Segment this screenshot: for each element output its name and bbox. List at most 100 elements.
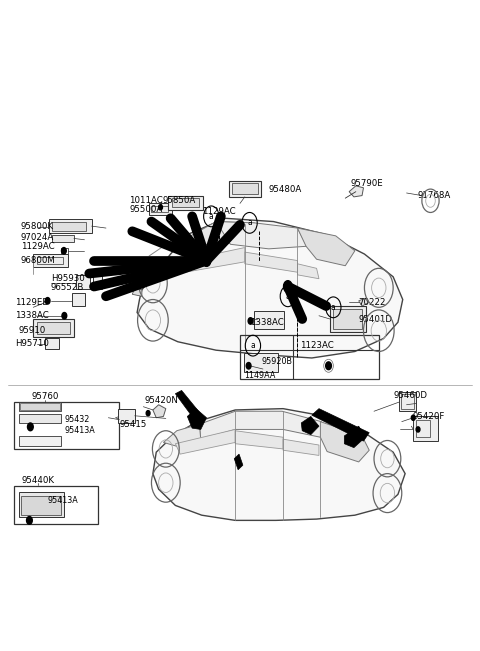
Bar: [401, 395, 414, 409]
Text: 95401D: 95401D: [359, 314, 393, 324]
Polygon shape: [153, 405, 166, 418]
Polygon shape: [312, 409, 369, 441]
Bar: [21, 496, 61, 514]
Bar: [240, 335, 379, 379]
Polygon shape: [137, 218, 403, 358]
Polygon shape: [245, 252, 298, 272]
Bar: [72, 293, 85, 306]
Bar: [19, 492, 64, 517]
Text: 95480A: 95480A: [269, 185, 302, 193]
Polygon shape: [163, 424, 201, 448]
Bar: [330, 306, 366, 332]
Circle shape: [411, 415, 415, 421]
Bar: [118, 409, 135, 423]
Text: 1129EE: 1129EE: [15, 298, 48, 307]
Polygon shape: [321, 422, 369, 462]
Bar: [52, 234, 74, 242]
Bar: [48, 219, 92, 233]
Text: 95460D: 95460D: [393, 391, 427, 400]
Bar: [76, 275, 90, 289]
Circle shape: [248, 318, 253, 324]
Bar: [416, 421, 431, 437]
Polygon shape: [178, 247, 245, 272]
Bar: [93, 275, 102, 289]
Circle shape: [27, 423, 33, 431]
Polygon shape: [235, 431, 283, 449]
Polygon shape: [187, 409, 206, 430]
Polygon shape: [175, 430, 235, 454]
Bar: [244, 353, 278, 372]
Bar: [171, 198, 199, 207]
Text: a: a: [251, 341, 255, 350]
Bar: [45, 339, 59, 349]
Text: 95432: 95432: [64, 415, 90, 424]
Bar: [33, 254, 68, 267]
Circle shape: [26, 516, 32, 524]
Polygon shape: [153, 409, 405, 520]
Text: a: a: [247, 218, 252, 227]
Text: a: a: [286, 292, 290, 301]
Text: 95850A: 95850A: [162, 195, 196, 204]
Circle shape: [61, 247, 66, 254]
Polygon shape: [234, 454, 243, 470]
Text: 95420N: 95420N: [144, 396, 178, 405]
Circle shape: [284, 281, 292, 292]
Text: 95500A: 95500A: [130, 205, 163, 214]
Text: 96800M: 96800M: [21, 256, 56, 265]
Bar: [60, 247, 68, 254]
Text: 96552B: 96552B: [51, 283, 84, 292]
Bar: [14, 486, 98, 523]
Polygon shape: [175, 391, 202, 422]
Polygon shape: [298, 228, 355, 266]
Circle shape: [158, 204, 162, 210]
Text: 95413A: 95413A: [48, 497, 78, 505]
Bar: [19, 402, 61, 411]
Text: a: a: [209, 212, 214, 221]
Text: 95920B: 95920B: [262, 357, 292, 366]
Circle shape: [325, 362, 331, 370]
Bar: [399, 392, 416, 411]
Polygon shape: [187, 221, 254, 246]
Bar: [36, 322, 70, 334]
Bar: [14, 402, 120, 449]
Text: 70222: 70222: [359, 298, 386, 307]
Polygon shape: [349, 186, 363, 197]
Circle shape: [45, 298, 50, 304]
Circle shape: [146, 411, 150, 416]
Text: 95790E: 95790E: [350, 180, 383, 188]
Bar: [229, 180, 261, 197]
Circle shape: [62, 312, 67, 319]
Bar: [20, 404, 60, 410]
Circle shape: [246, 363, 251, 369]
Bar: [413, 417, 438, 441]
Bar: [149, 203, 172, 215]
Text: 95760: 95760: [31, 393, 59, 402]
Text: 95440K: 95440K: [22, 476, 55, 484]
Bar: [19, 414, 61, 423]
Text: 95415: 95415: [120, 420, 147, 429]
Bar: [152, 206, 168, 212]
Polygon shape: [298, 264, 319, 279]
Bar: [232, 183, 258, 194]
Bar: [168, 195, 203, 210]
Polygon shape: [283, 439, 319, 456]
Circle shape: [416, 427, 420, 432]
Polygon shape: [344, 426, 365, 448]
Text: 1123AC: 1123AC: [300, 341, 334, 350]
Text: 95910: 95910: [19, 326, 46, 335]
Bar: [254, 311, 284, 329]
Text: 97024A: 97024A: [21, 233, 54, 242]
Text: 1338AC: 1338AC: [250, 318, 283, 327]
Text: 95420F: 95420F: [412, 412, 444, 421]
Text: H95930: H95930: [51, 274, 84, 283]
Bar: [333, 309, 362, 329]
Text: 1129AC: 1129AC: [21, 242, 54, 251]
Bar: [52, 221, 86, 230]
Text: 95800K: 95800K: [21, 222, 54, 231]
Text: 1011AC: 1011AC: [129, 195, 163, 204]
Polygon shape: [359, 298, 368, 306]
Text: a: a: [331, 303, 336, 312]
Text: 91768A: 91768A: [417, 191, 450, 200]
Bar: [36, 256, 63, 264]
Text: 1129AC: 1129AC: [202, 207, 235, 216]
